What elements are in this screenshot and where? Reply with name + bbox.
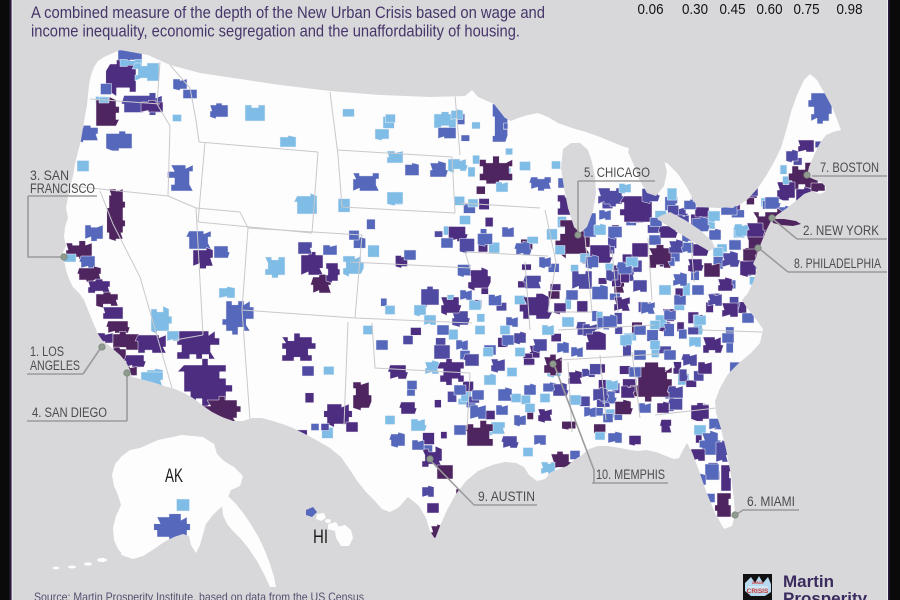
svg-text:HI: HI (313, 526, 328, 548)
svg-text:URBAN: URBAN (752, 581, 764, 585)
svg-text:0.60: 0.60 (757, 1, 783, 18)
svg-text:6. MIAMI: 6. MIAMI (747, 494, 795, 510)
svg-text:Martin: Martin (783, 572, 834, 591)
svg-text:AK: AK (165, 465, 183, 487)
svg-text:0.30: 0.30 (682, 1, 708, 18)
svg-text:8. PHILADELPHIA: 8. PHILADELPHIA (794, 256, 881, 272)
svg-text:CRISIS: CRISIS (747, 588, 769, 595)
svg-text:A combined measure of the dept: A combined measure of the depth of the N… (31, 3, 545, 22)
svg-text:0.75: 0.75 (794, 1, 820, 18)
svg-text:0.98: 0.98 (837, 1, 863, 18)
svg-text:9. AUSTIN: 9. AUSTIN (478, 489, 535, 505)
svg-text:7. BOSTON: 7. BOSTON (820, 160, 879, 176)
svg-text:Source: Martin Prosperity Inst: Source: Martin Prosperity Institute, bas… (34, 590, 364, 600)
svg-text:5. CHICAGO: 5. CHICAGO (584, 165, 650, 181)
svg-text:4. SAN DIEGO: 4. SAN DIEGO (32, 405, 107, 421)
svg-text:10. MEMPHIS: 10. MEMPHIS (596, 467, 665, 483)
svg-text:0.45: 0.45 (720, 1, 746, 18)
svg-text:2. NEW YORK: 2. NEW YORK (803, 223, 879, 239)
svg-text:1. LOS: 1. LOS (30, 344, 64, 360)
svg-text:FRANCISCO: FRANCISCO (30, 181, 95, 197)
svg-text:0.06: 0.06 (638, 1, 664, 18)
svg-text:Prosperity: Prosperity (783, 589, 868, 600)
svg-text:3. SAN: 3. SAN (30, 168, 69, 184)
svg-text:income inequality, economic se: income inequality, economic segregation … (31, 22, 520, 41)
svg-text:ANGELES: ANGELES (30, 358, 80, 374)
